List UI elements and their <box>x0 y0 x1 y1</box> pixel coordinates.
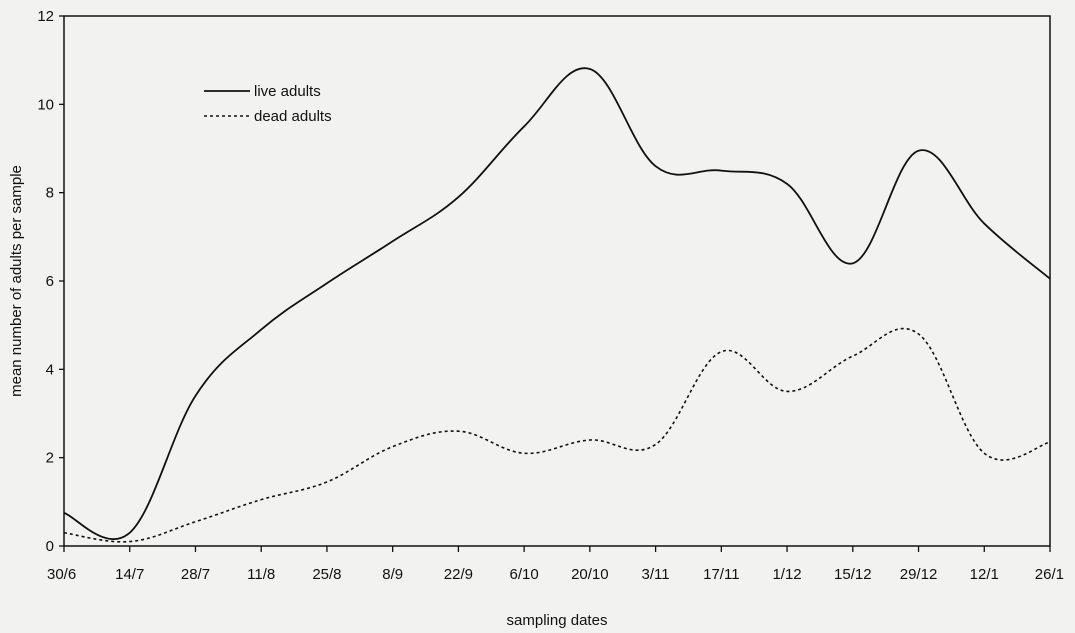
x-tick-label: 8/9 <box>382 566 403 583</box>
y-tick-label: 12 <box>37 8 54 25</box>
y-tick-label: 10 <box>37 96 54 113</box>
legend: live adults dead adults <box>204 83 332 125</box>
x-tick-label: 29/12 <box>900 566 938 583</box>
y-tick-label: 2 <box>46 450 54 467</box>
x-tick-label: 17/11 <box>703 566 739 583</box>
x-tick-label: 26/1 <box>1035 566 1064 583</box>
x-tick-label: 28/7 <box>181 566 210 583</box>
x-tick-label: 14/7 <box>115 566 144 583</box>
x-tick-label: 25/8 <box>312 566 341 583</box>
y-tick-label: 0 <box>46 538 54 555</box>
x-axis: 30/6 14/7 28/7 11/8 25/8 8/9 22/9 6/10 20/10 3/11… <box>47 546 1064 583</box>
x-tick-label: 12/1 <box>970 566 999 583</box>
x-tick-label: 22/9 <box>444 566 473 583</box>
x-tick-label: 15/12 <box>834 566 872 583</box>
y-tick-label: 6 <box>46 273 54 290</box>
x-tick-label: 6/10 <box>510 566 539 583</box>
x-tick-label: 11/8 <box>247 566 275 583</box>
series-line-dead-adults <box>63 327 1051 543</box>
x-axis-label: sampling dates <box>507 612 608 629</box>
y-axis-label: mean number of adults per sample <box>8 165 25 397</box>
y-tick-label: 8 <box>46 185 54 202</box>
series-line-live-adults <box>63 67 1051 541</box>
series-layer <box>63 67 1051 543</box>
x-tick-label: 30/6 <box>47 566 76 583</box>
x-tick-label: 1/12 <box>772 566 801 583</box>
y-tick-label: 4 <box>46 361 54 378</box>
legend-label: live adults <box>254 83 321 100</box>
x-tick-label: 3/11 <box>642 566 670 583</box>
legend-label: dead adults <box>254 108 332 125</box>
x-tick-label: 20/10 <box>571 566 609 583</box>
y-axis: 0 2 4 6 8 10 12 <box>37 8 64 555</box>
